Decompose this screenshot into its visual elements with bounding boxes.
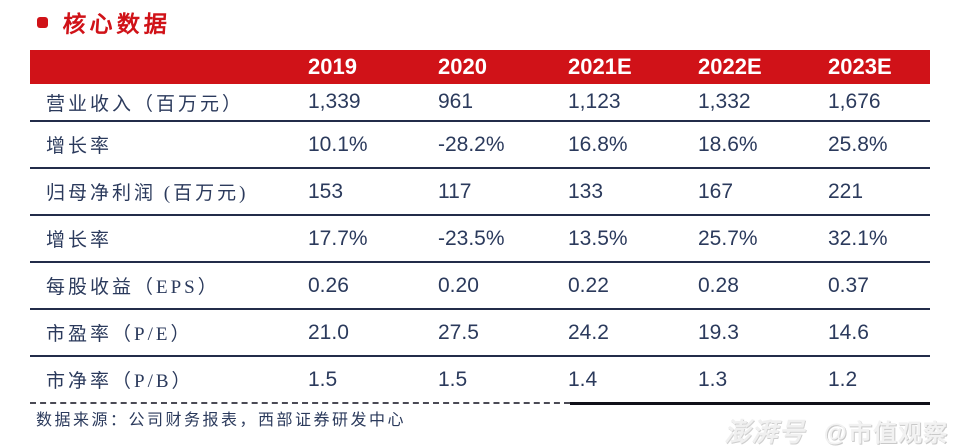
cell-value: 17.7% <box>308 226 368 250</box>
section-title: 核心数据 <box>37 8 172 37</box>
table-row: 市净率（P/B） 1.5 1.5 1.4 1.3 1.2 <box>30 357 930 402</box>
cell-value: 0.37 <box>828 273 869 297</box>
table-row: 增长率 10.1% -28.2% 16.8% 18.6% 25.8% <box>30 122 930 169</box>
column-header-year: 2021E <box>568 54 632 79</box>
cell-value: 1.5 <box>308 367 338 391</box>
cell-value: 0.22 <box>568 273 609 297</box>
section-title-text: 核心数据 <box>61 12 172 37</box>
cell-value: 27.5 <box>438 320 479 344</box>
row-label: 每股收益（EPS） <box>46 277 220 298</box>
cell-value: 10.1% <box>308 132 368 156</box>
data-source-note: 数据来源：公司财务报表，西部证券研发中心 <box>36 412 407 429</box>
cell-value: 1,339 <box>308 90 361 113</box>
watermark: 澎湃号 @市值观察 <box>722 412 948 448</box>
cell-value: 21.0 <box>308 320 349 344</box>
column-header-year: 2023E <box>828 54 892 79</box>
cell-value: 133 <box>568 179 604 203</box>
table-header-row: 2019 2020 2021E 2022E 2023E <box>30 50 930 84</box>
watermark-account-name: @市值观察 <box>823 420 948 447</box>
row-label: 市盈率（P/E） <box>46 324 193 345</box>
cell-value: 1,332 <box>698 90 751 113</box>
cell-value: 1.3 <box>698 367 728 391</box>
table-row: 每股收益（EPS） 0.26 0.20 0.22 0.28 0.37 <box>30 263 930 310</box>
cell-value: 117 <box>438 179 472 203</box>
table-bottom-rule <box>30 402 930 406</box>
financial-summary-table: 2019 2020 2021E 2022E 2023E 营业收入（百万元） 1,339 96… <box>30 50 930 406</box>
cell-value: 18.6% <box>698 132 758 156</box>
column-header-year: 2019 <box>308 54 357 79</box>
cell-value: 14.6 <box>828 320 869 344</box>
row-label: 市净率（P/B） <box>46 371 194 392</box>
cell-value: 153 <box>308 179 344 203</box>
cell-value: -23.5% <box>438 226 505 250</box>
red-square-bullet-icon <box>37 16 48 28</box>
row-label: 归母净利润 (百万元) <box>46 183 249 204</box>
cell-value: 25.8% <box>828 132 888 156</box>
cell-value: -28.2% <box>438 132 505 156</box>
cell-value: 0.26 <box>308 273 349 297</box>
cell-value: 1,676 <box>828 90 881 113</box>
bottom-rule-solid-segment <box>570 402 930 405</box>
cell-value: 19.3 <box>698 320 739 344</box>
cell-value: 167 <box>698 179 734 203</box>
column-header-year: 2020 <box>438 54 487 79</box>
cell-value: 1.5 <box>438 367 468 391</box>
cell-value: 221 <box>828 179 864 203</box>
cell-value: 1.4 <box>568 367 598 391</box>
cell-value: 0.28 <box>698 273 739 297</box>
cell-value: 16.8% <box>568 132 628 156</box>
cell-value: 24.2 <box>568 320 609 344</box>
cell-value: 32.1% <box>828 226 888 250</box>
table-row: 归母净利润 (百万元) 153 117 133 167 221 <box>30 169 930 216</box>
bottom-rule-dashed-segment <box>30 402 570 404</box>
table-row: 市盈率（P/E） 21.0 27.5 24.2 19.3 14.6 <box>30 310 930 357</box>
table-body: 营业收入（百万元） 1,339 961 1,123 1,332 1,676 增长率 10.1%… <box>30 84 930 402</box>
table-row: 增长率 17.7% -23.5% 13.5% 25.7% 32.1% <box>30 216 930 263</box>
column-header-year: 2022E <box>698 54 762 79</box>
cell-value: 0.20 <box>438 273 479 297</box>
cell-value: 13.5% <box>568 226 628 250</box>
pengpai-logo: 澎湃号 <box>722 417 811 447</box>
row-label: 增长率 <box>46 230 113 251</box>
row-label: 营业收入（百万元） <box>46 93 245 115</box>
cell-value: 25.7% <box>698 226 758 250</box>
cell-value: 1.2 <box>828 367 858 391</box>
table-row: 营业收入（百万元） 1,339 961 1,123 1,332 1,676 <box>30 84 930 122</box>
row-label: 增长率 <box>46 136 113 157</box>
cell-value: 961 <box>438 90 474 113</box>
cell-value: 1,123 <box>568 90 621 113</box>
